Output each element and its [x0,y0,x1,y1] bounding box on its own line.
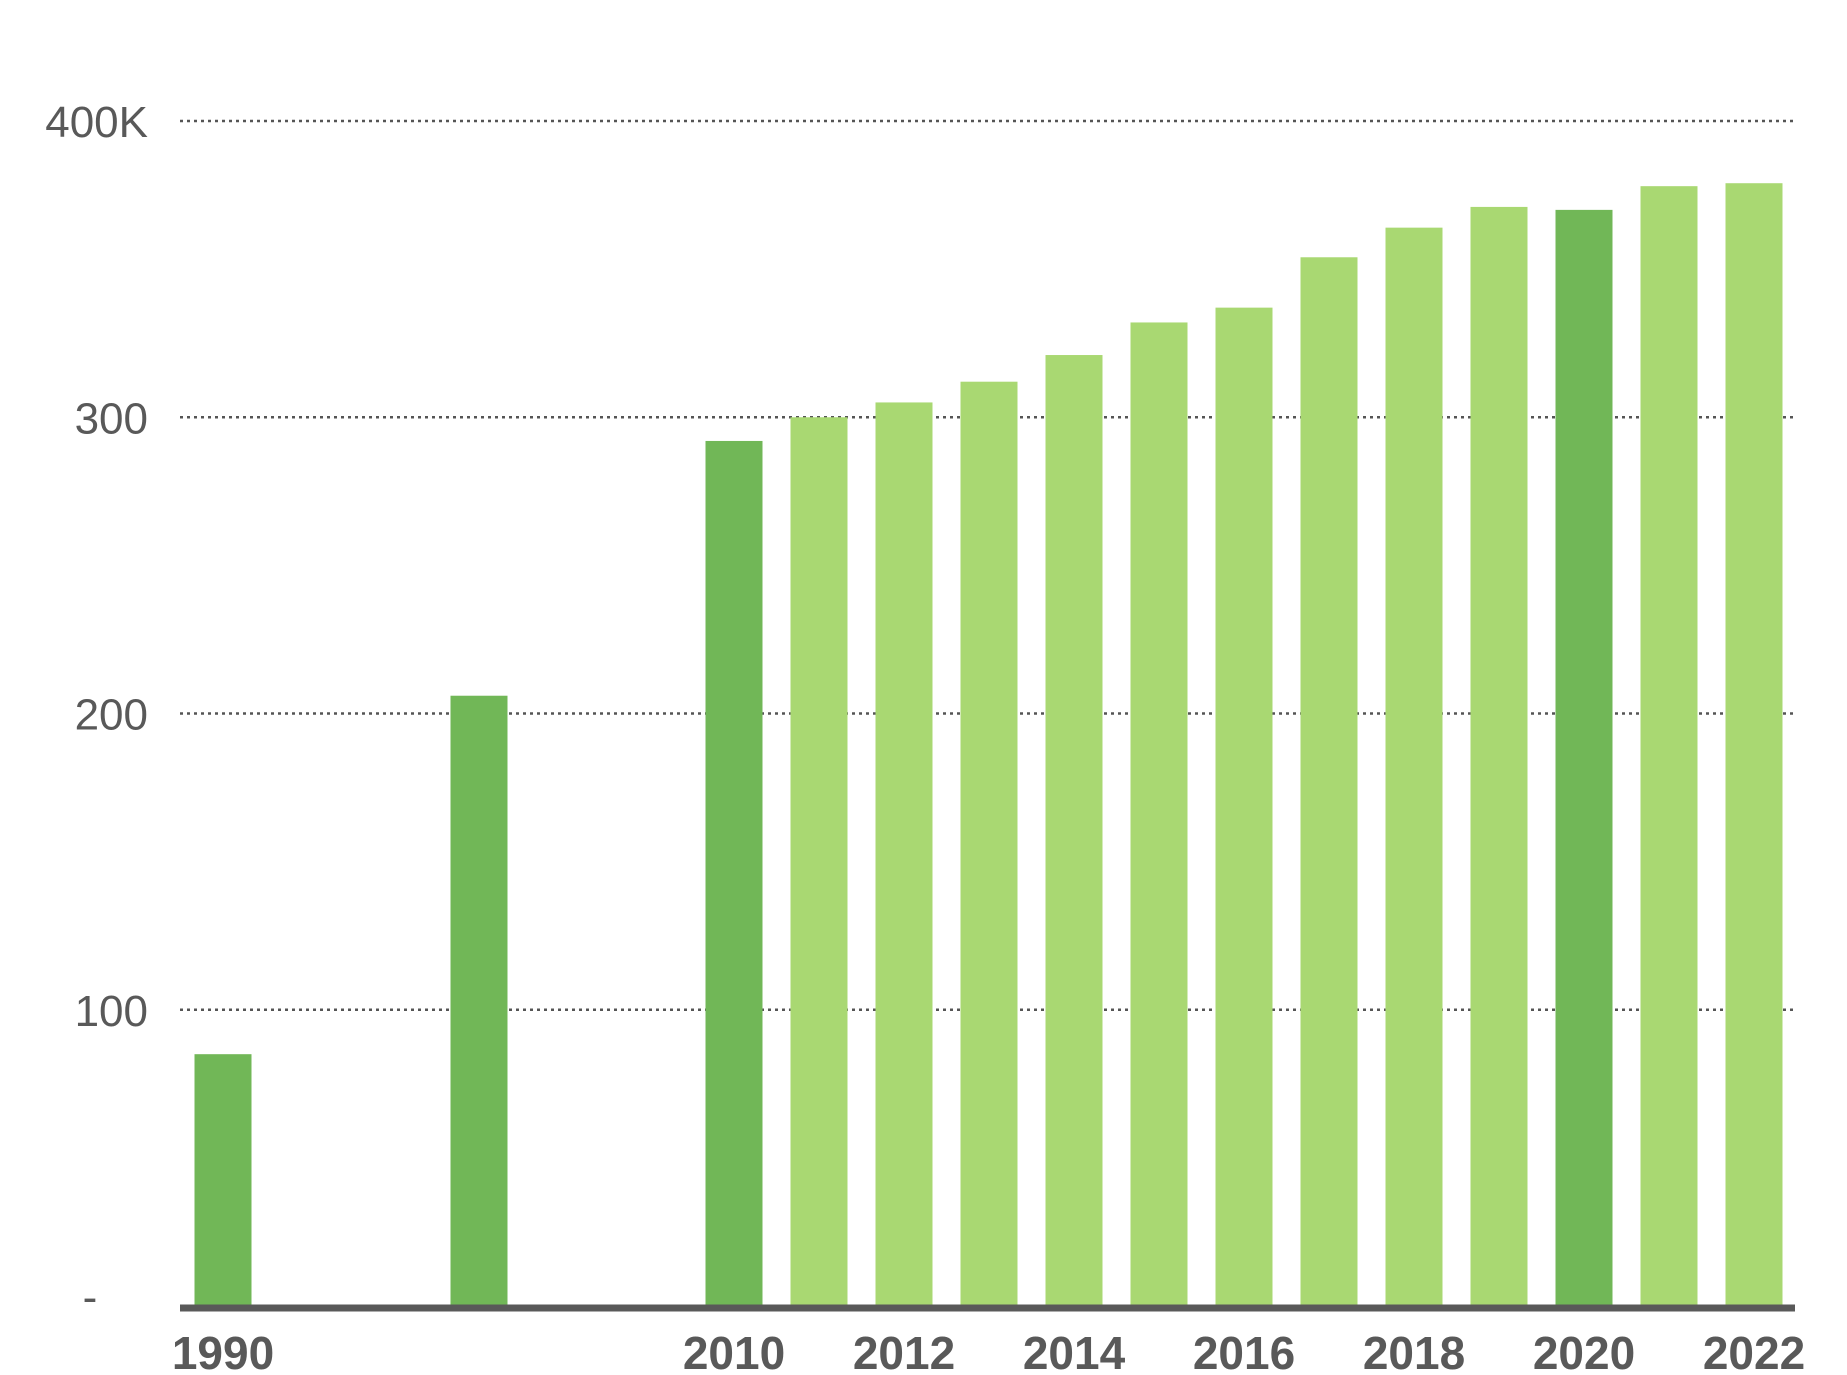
bar-2022 [1725,183,1783,1306]
bars [194,183,1783,1307]
bar-2015 [1130,322,1188,1306]
bar-2018 [1385,227,1443,1306]
bar-2021 [1640,186,1698,1306]
x-tick-label-2018: 2018 [1363,1327,1465,1375]
x-tick-label-1990: 1990 [172,1327,274,1375]
y-tick-label: 100 [75,987,148,1036]
y-tick-label: 200 [75,691,148,740]
bar-2010 [705,440,763,1306]
y-axis-ticks: - 100 200 300 400K [45,98,148,1322]
bar-2014 [1045,355,1103,1307]
x-tick-label-2014: 2014 [1023,1327,1126,1375]
bar-2013 [960,381,1018,1306]
bar-2011 [790,417,848,1306]
x-tick-label-2012: 2012 [853,1327,955,1375]
bar-1990 [194,1054,252,1306]
y-tick-label: 300 [75,394,148,443]
y-tick-label: 400K [45,98,148,147]
x-tick-label-2010: 2010 [683,1327,785,1375]
bar-2000 [450,695,508,1306]
x-axis-ticks: 1990 2010 2012 2014 2016 2018 2020 2022 [172,1327,1805,1375]
y-tick-label: - [83,1273,98,1322]
bar-2016 [1215,307,1273,1306]
x-tick-label-2022: 2022 [1703,1327,1805,1375]
bar-2019 [1470,206,1528,1307]
bar-2017 [1300,257,1358,1306]
x-tick-label-2020: 2020 [1533,1327,1635,1375]
bar-2012 [875,402,933,1306]
x-tick-label-2016: 2016 [1193,1327,1295,1375]
bar-2020 [1555,209,1613,1306]
